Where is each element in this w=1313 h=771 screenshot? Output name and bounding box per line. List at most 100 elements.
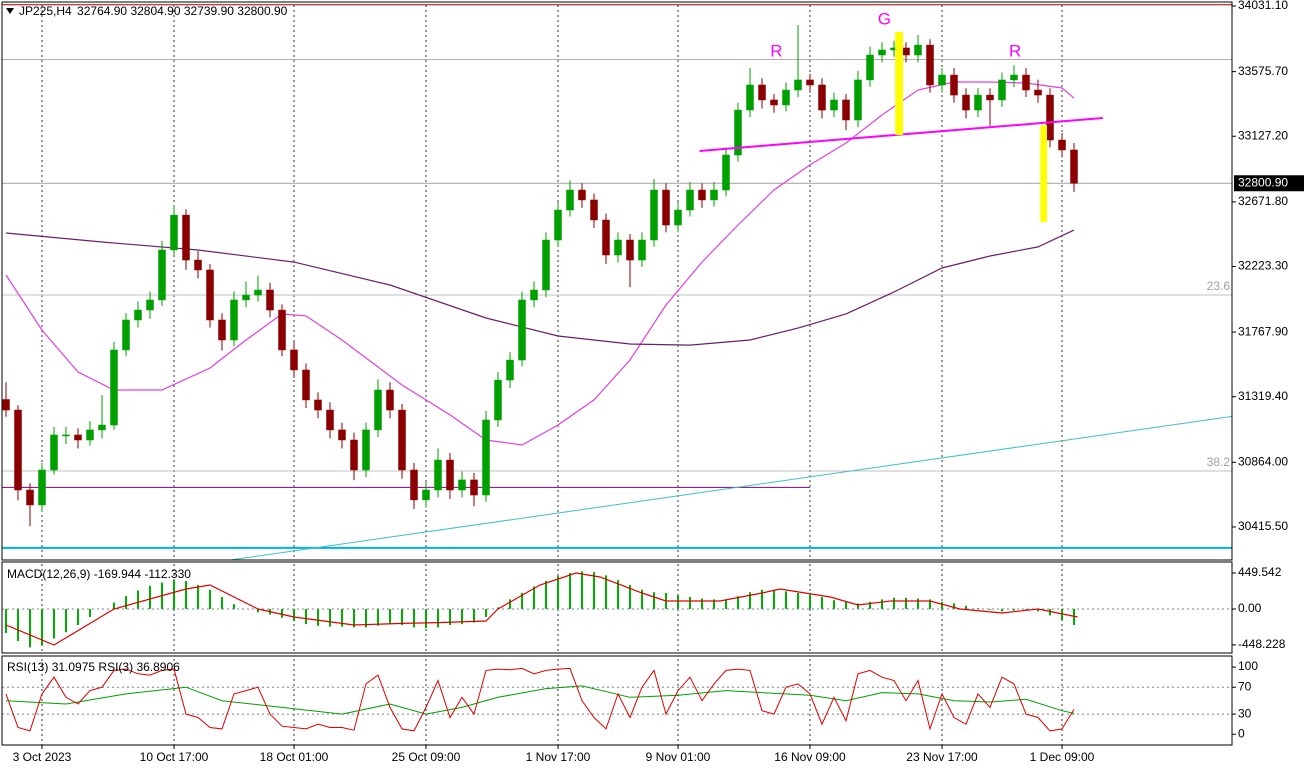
candle-body <box>1034 89 1042 96</box>
rsi-value: 31.0975 <box>52 660 96 674</box>
y-tick-label: 30 <box>1238 706 1252 720</box>
candle-body <box>398 409 406 471</box>
candle-body <box>842 99 850 121</box>
candle-body <box>362 429 370 471</box>
signal-line <box>5 572 1078 646</box>
candle-body <box>818 84 826 111</box>
candle-body <box>314 399 322 411</box>
candle-body <box>782 89 790 106</box>
candle-body <box>86 429 94 441</box>
candle-body <box>986 94 994 101</box>
candle-body <box>206 269 214 321</box>
candle-body <box>242 294 250 301</box>
candle-body <box>902 47 910 56</box>
candle-body <box>62 434 70 437</box>
candle-body <box>266 289 274 311</box>
candle-body <box>374 389 382 431</box>
candle-body <box>674 209 682 226</box>
candle-body <box>770 99 778 106</box>
candle-body <box>278 309 286 351</box>
candle-body <box>1058 139 1066 151</box>
legend-entry: RSI(3) <box>98 660 133 674</box>
close-value: 32800.90 <box>237 4 287 18</box>
price-tag <box>1234 175 1304 192</box>
x-tick-label: 25 Oct 09:00 <box>392 750 461 764</box>
candle-body <box>410 469 418 501</box>
candle-body <box>458 479 466 491</box>
candle-body <box>794 79 802 91</box>
panel-border <box>1 561 1233 654</box>
candle-body <box>230 299 238 341</box>
candle-body <box>302 369 310 401</box>
candle-body <box>254 289 262 296</box>
axes: 34031.10 33575.70 33127.20 32671.80 32223.30… <box>13 0 1304 764</box>
y-tick-label: 100 <box>1238 659 1258 673</box>
candle-body <box>1046 94 1054 141</box>
annotation: R <box>770 41 782 60</box>
symbol-title: JP225,H4 <box>19 4 72 18</box>
candle-body <box>110 349 118 426</box>
candle-body <box>698 189 706 201</box>
panel-border <box>1 655 1233 746</box>
macd-header: MACD(12,26,9) -169.944 -112.330 <box>7 567 191 581</box>
candle-body <box>602 219 610 256</box>
candle-body <box>290 349 298 371</box>
annotation: R <box>1009 41 1021 60</box>
x-tick-label: 16 Nov 09:00 <box>774 750 846 764</box>
candle-body <box>950 74 958 96</box>
y-tick-label: 34031.10 <box>1238 0 1288 12</box>
candle-body <box>326 409 334 431</box>
candle-body <box>614 239 622 256</box>
candle-body <box>806 79 814 86</box>
signal-value: -112.330 <box>144 567 191 581</box>
y-tick-label: 70 <box>1238 679 1252 693</box>
candle-body <box>566 189 574 211</box>
candle-body <box>662 189 670 226</box>
fib-label: 23.6 <box>1207 279 1231 293</box>
candle-body <box>710 189 718 201</box>
rsi-value: 36.8906 <box>136 660 180 674</box>
candle-body <box>350 439 358 471</box>
candle-body <box>434 459 442 491</box>
candle-body <box>506 359 514 381</box>
legend-entry: RSI(13) <box>7 660 48 674</box>
candle-body <box>2 399 10 411</box>
candle-body <box>590 199 598 221</box>
x-tick-label: 1 Nov 17:00 <box>526 750 591 764</box>
candle-body <box>422 489 430 501</box>
highlight-box <box>895 31 903 135</box>
indicator-title: MACD(12,26,9) <box>7 567 90 581</box>
candle-body <box>746 84 754 111</box>
candle-body <box>554 209 562 241</box>
candle-body <box>542 239 550 291</box>
candle-body <box>1022 74 1030 91</box>
candle-body <box>722 154 730 191</box>
x-tick-label: 3 Oct 2023 <box>13 750 72 764</box>
open-value: 32764.90 <box>77 4 127 18</box>
candle-body <box>626 239 634 261</box>
candle-body <box>194 259 202 271</box>
candle-body <box>170 214 178 251</box>
x-tick-label: 9 Nov 01:00 <box>646 750 711 764</box>
y-tick-label: 33127.20 <box>1238 128 1288 142</box>
macd-value: -169.944 <box>94 567 142 581</box>
candle-body <box>854 79 862 121</box>
candle-body <box>38 469 46 506</box>
candle-body <box>518 299 526 361</box>
x-tick-label: 1 Dec 09:00 <box>1030 750 1095 764</box>
rsi-line <box>5 667 1075 732</box>
candle-body <box>122 319 130 351</box>
candle-body <box>830 99 838 111</box>
candle-body <box>962 94 970 111</box>
candle-body <box>926 44 934 86</box>
candle-body <box>26 489 34 506</box>
macd-panel <box>2 562 1232 653</box>
panel-border <box>1 1 1233 561</box>
collapse-icon[interactable] <box>6 8 14 14</box>
candle-body <box>482 419 490 496</box>
candle-body <box>734 109 742 156</box>
chart-header: JP225,H4 32764.90 32804.90 32739.90 3280… <box>19 4 288 18</box>
x-tick-label: 10 Oct 17:00 <box>140 750 209 764</box>
